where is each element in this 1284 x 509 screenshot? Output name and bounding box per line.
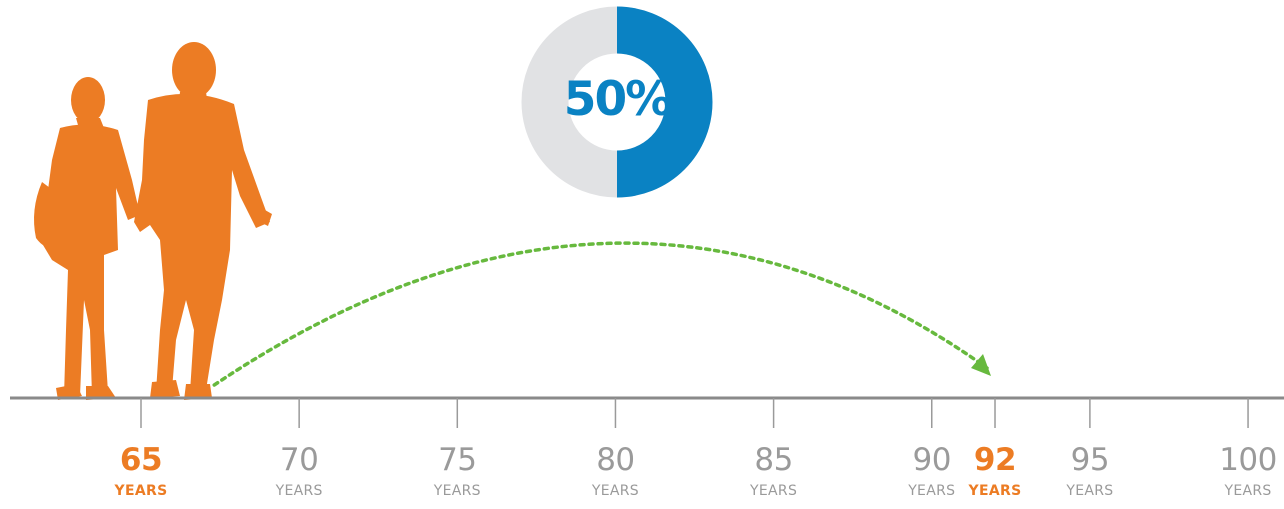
tick-label-85: 85 <box>754 442 793 478</box>
tick-unit-100: YEARS <box>1224 483 1272 499</box>
timeline-tick-marks <box>140 398 1249 428</box>
man-silhouette <box>134 42 272 400</box>
tick-label-70: 70 <box>279 442 319 478</box>
tick-unit-90: YEARS <box>908 483 956 499</box>
arrowhead-icon <box>971 354 992 376</box>
tick-unit-70: YEARS <box>275 483 323 499</box>
tick-label-65: 65 <box>119 442 163 478</box>
tick-unit-80: YEARS <box>591 483 639 499</box>
tick-unit-85: YEARS <box>750 483 798 499</box>
tick-unit-65: YEARS <box>114 483 168 499</box>
donut-percent-label: 50% <box>563 72 673 127</box>
tick-unit-75: YEARS <box>433 483 481 499</box>
tick-label-75: 75 <box>438 442 477 478</box>
tick-unit-92: YEARS <box>968 483 1022 499</box>
woman-silhouette <box>34 77 140 400</box>
donut-fill-arc <box>616 6 713 198</box>
tick-label-80: 80 <box>596 442 635 478</box>
tick-label-95: 95 <box>1070 442 1110 478</box>
tick-label-90: 90 <box>912 442 952 478</box>
tick-label-92: 92 <box>973 442 1017 478</box>
couple-walking-silhouette-icon <box>34 42 272 400</box>
lifespan-arrow <box>212 241 989 387</box>
tick-unit-95: YEARS <box>1066 483 1114 499</box>
donut-chart <box>521 6 713 198</box>
tick-label-100: 100 <box>1219 442 1277 478</box>
